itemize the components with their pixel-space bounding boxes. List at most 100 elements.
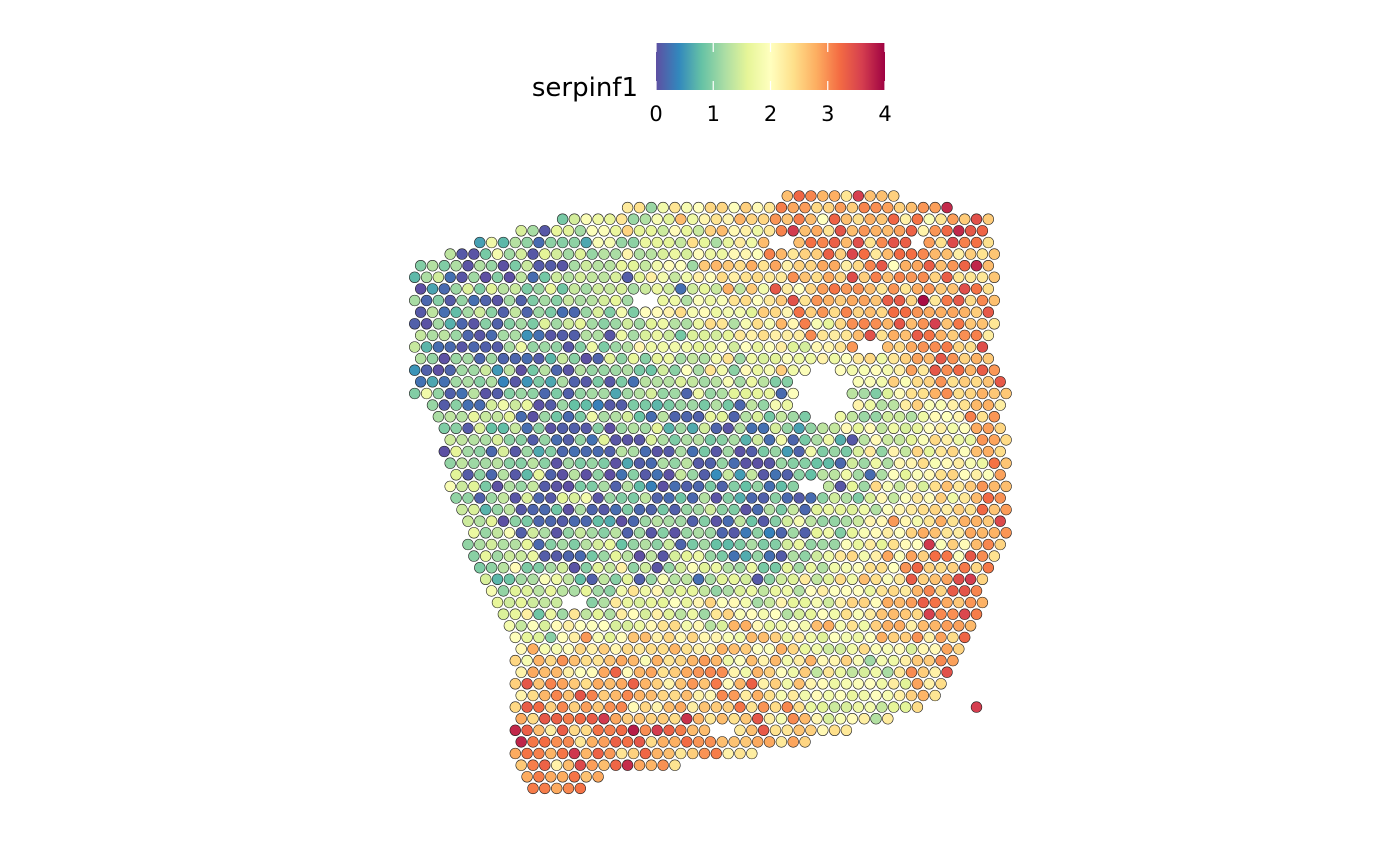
- tissue-spot: [503, 480, 516, 493]
- tissue-spot: [769, 678, 782, 690]
- tissue-spot: [811, 294, 823, 307]
- tissue-spot: [586, 364, 598, 376]
- tissue-spot: [480, 318, 492, 330]
- tissue-spot: [805, 654, 817, 667]
- tissue-spot: [645, 434, 657, 446]
- tissue-spot: [911, 469, 924, 481]
- tissue-spot: [568, 492, 581, 504]
- tissue-spot: [823, 457, 835, 469]
- tissue-spot: [539, 457, 551, 469]
- tissue-spot: [864, 260, 876, 272]
- tissue-spot: [882, 713, 894, 725]
- tissue-spot: [651, 608, 663, 620]
- tissue-spot: [734, 283, 746, 295]
- tissue-spot: [728, 666, 740, 678]
- tissue-spot: [787, 248, 799, 260]
- tissue-spot: [805, 724, 817, 736]
- tissue-spot: [793, 678, 805, 690]
- tissue-spot: [876, 306, 888, 318]
- tissue-spot: [846, 643, 858, 655]
- tissue-spot: [568, 562, 581, 574]
- tissue-spot: [616, 306, 628, 318]
- tissue-spot: [657, 596, 669, 609]
- tissue-spot: [687, 701, 699, 713]
- tissue-spot: [610, 294, 622, 307]
- tissue-spot: [704, 689, 717, 702]
- tissue-spot: [474, 492, 486, 504]
- tissue-spot: [610, 713, 622, 725]
- tissue-spot: [953, 527, 965, 539]
- tissue-spot: [675, 352, 687, 365]
- tissue-spot: [888, 654, 900, 667]
- tissue-spot: [568, 515, 581, 527]
- tissue-spot: [533, 771, 545, 783]
- tissue-spot: [503, 620, 516, 632]
- tissue-spot: [899, 260, 912, 272]
- tissue-spot: [817, 608, 829, 620]
- tissue-spot: [752, 434, 764, 446]
- tissue-spot: [870, 713, 882, 725]
- tissue-spot: [781, 538, 793, 551]
- tissue-spot: [539, 620, 551, 632]
- tissue-spot: [716, 620, 728, 632]
- tissue-spot: [710, 608, 722, 620]
- tissue-spot: [657, 225, 669, 237]
- tissue-spot: [964, 387, 977, 400]
- tissue-spot: [551, 759, 563, 771]
- tissue-spot: [515, 271, 527, 283]
- tissue-spot: [941, 341, 953, 353]
- tissue-spot: [823, 480, 835, 493]
- tissue-spot: [509, 701, 521, 713]
- tissue-spot: [929, 689, 941, 702]
- tissue-spot: [805, 445, 817, 458]
- tissue-spot: [681, 503, 693, 516]
- tissue-spot: [651, 329, 663, 342]
- tissue-spot: [929, 364, 941, 376]
- tissue-spot: [515, 550, 527, 562]
- tissue-spot: [864, 236, 876, 249]
- tissue-spot: [846, 318, 858, 330]
- tissue-spot: [515, 411, 527, 423]
- tissue-spot: [917, 620, 929, 632]
- tissue-spot: [545, 538, 557, 551]
- tissue-spot: [438, 399, 450, 411]
- tissue-spot: [846, 666, 858, 678]
- tissue-spot: [598, 225, 610, 237]
- tissue-spot: [704, 596, 717, 609]
- tissue-spot: [929, 596, 941, 609]
- tissue-spot: [917, 457, 929, 469]
- tissue-spot: [692, 666, 705, 678]
- tissue-spot: [852, 306, 864, 318]
- tissue-spot: [858, 411, 870, 423]
- tissue-spot: [551, 689, 563, 702]
- tissue-spot: [580, 306, 592, 318]
- tissue-spot: [527, 620, 539, 632]
- tissue-spot: [793, 492, 805, 504]
- tissue-spot: [988, 480, 1000, 493]
- tissue-spot: [752, 480, 764, 493]
- tissue-spot: [929, 387, 941, 400]
- tissue-spot: [757, 701, 770, 713]
- tissue-spot: [704, 643, 717, 655]
- tissue-spot: [491, 294, 504, 307]
- tissue-spot: [521, 376, 533, 388]
- tissue-spot: [888, 538, 900, 551]
- tissue-spot: [621, 527, 634, 539]
- tissue-spot: [509, 352, 521, 365]
- tissue-spot: [562, 294, 575, 307]
- tissue-spot: [568, 771, 581, 783]
- tissue-spot: [551, 573, 563, 585]
- tissue-spot: [562, 434, 575, 446]
- tissue-spot: [982, 422, 994, 434]
- tissue-spot: [645, 689, 657, 702]
- tissue-spot: [527, 480, 539, 493]
- tissue-spot: [716, 318, 728, 330]
- tissue-spot: [669, 736, 681, 748]
- tissue-spot: [616, 538, 628, 551]
- tissue-spot: [858, 643, 870, 655]
- tissue-spot: [698, 701, 711, 713]
- tissue-spot: [793, 236, 805, 249]
- tissue-spot: [586, 341, 598, 353]
- tissue-spot: [485, 236, 498, 249]
- tissue-spot: [781, 608, 793, 620]
